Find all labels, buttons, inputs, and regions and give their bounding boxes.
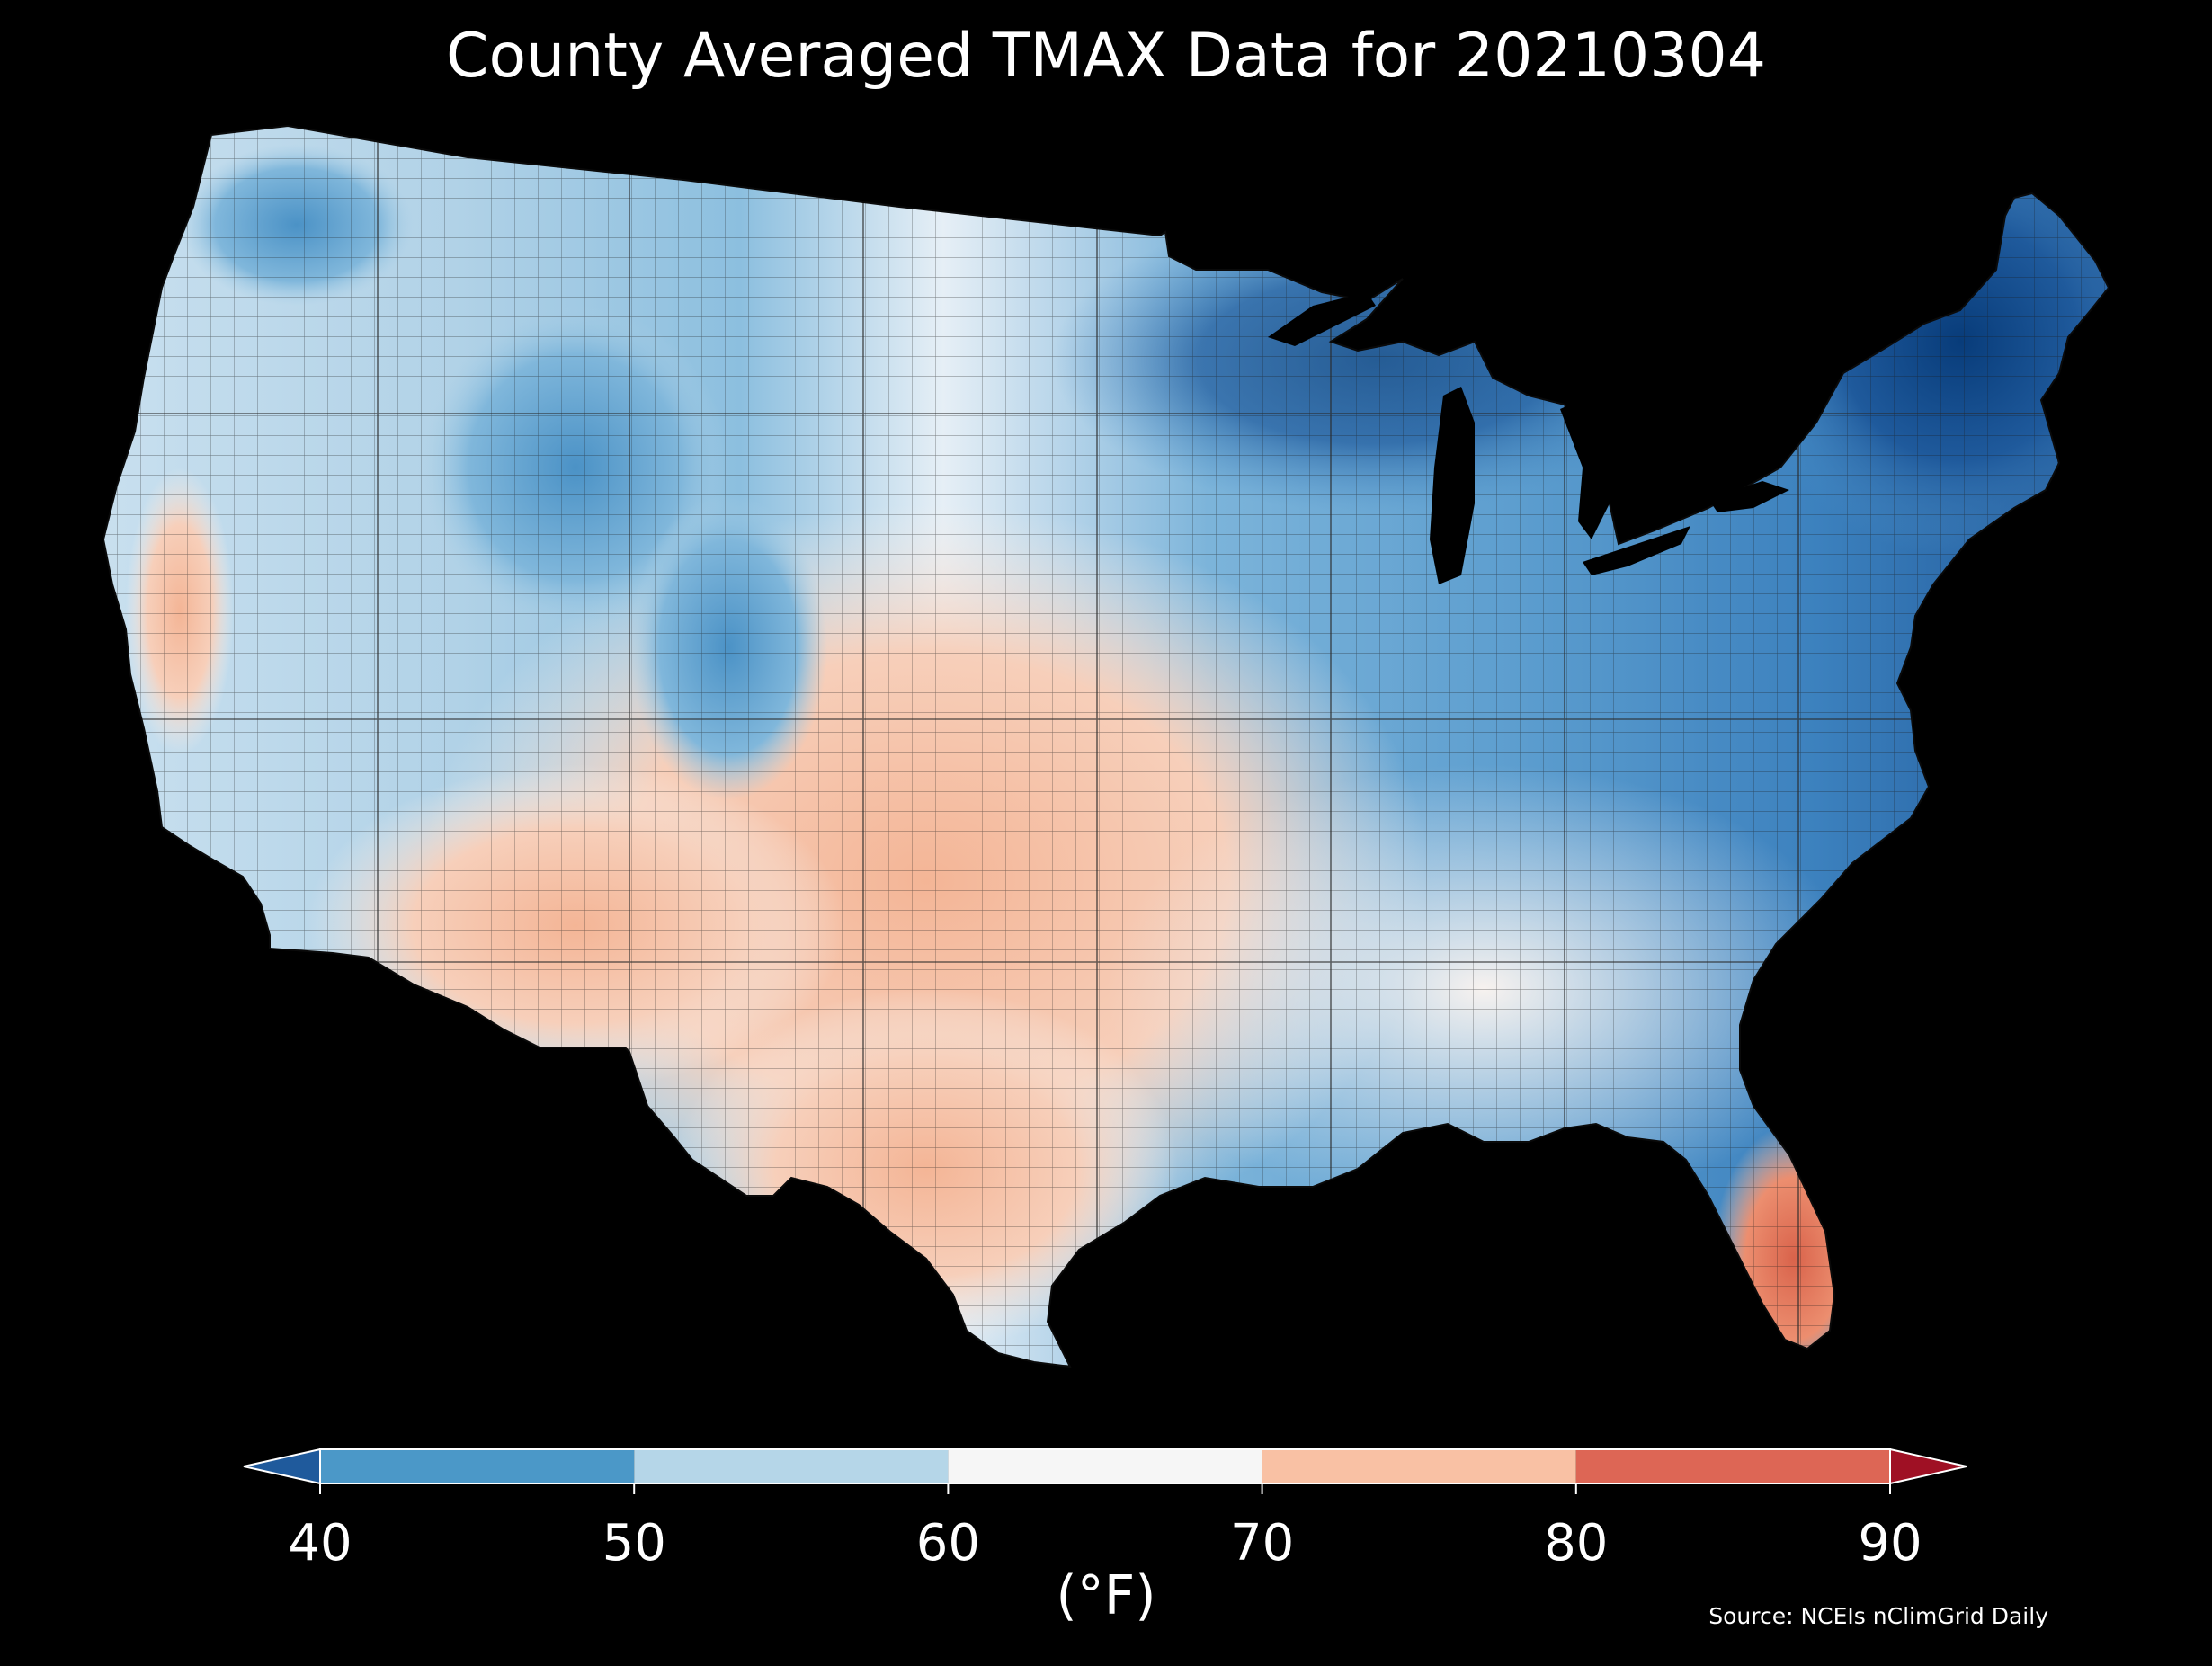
us-county-temperature-map — [103, 125, 2109, 1368]
map-title: County Averaged TMAX Data for 20210304 — [446, 21, 1766, 92]
great-lakes — [1268, 292, 1789, 584]
colorbar-tick-label: 40 — [288, 1514, 352, 1572]
colorbar-tick-label: 60 — [916, 1514, 980, 1572]
colorbar-unit-label: (°F) — [1056, 1564, 1156, 1627]
colorbar-tick-label: 50 — [602, 1514, 666, 1572]
colorbar-tick-label: 90 — [1858, 1514, 1922, 1572]
colorbar-tick-label: 80 — [1544, 1514, 1608, 1572]
source-credit: Source: NCEIs nClimGrid Daily — [1708, 1603, 2048, 1629]
colorbar-tick-label: 70 — [1230, 1514, 1294, 1572]
